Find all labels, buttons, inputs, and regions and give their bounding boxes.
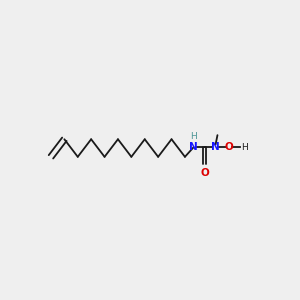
Text: N: N <box>189 142 198 152</box>
Text: H: H <box>241 143 247 152</box>
Text: N: N <box>211 142 220 152</box>
Text: O: O <box>225 142 233 152</box>
Text: H: H <box>190 132 197 141</box>
Text: O: O <box>200 168 209 178</box>
